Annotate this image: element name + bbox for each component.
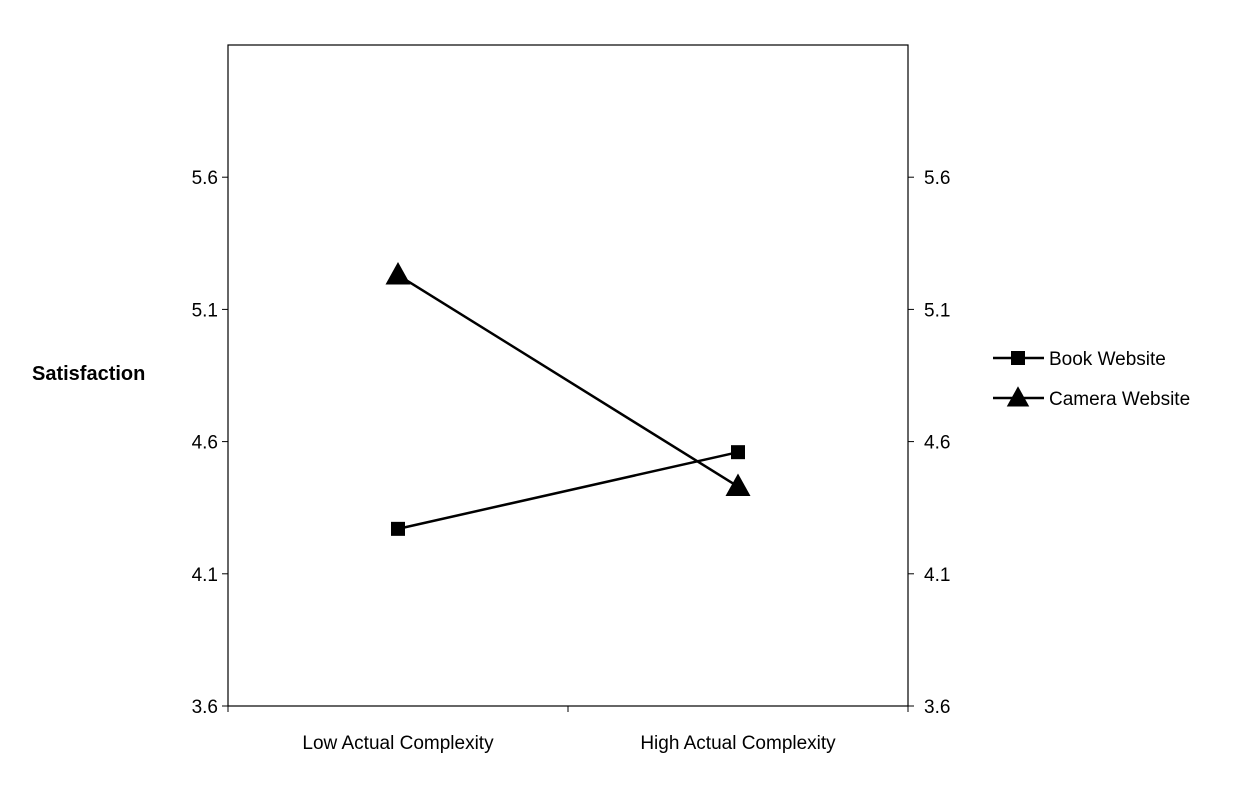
x-axis: Low Actual Complexity High Actual Complex… bbox=[227, 706, 909, 754]
y-tick-label: 4.6 bbox=[192, 433, 218, 454]
y-tick-label: 3.6 bbox=[192, 697, 218, 718]
series-layer bbox=[385, 262, 751, 536]
right-y-tick-label: 5.1 bbox=[924, 300, 950, 321]
series-camera-website bbox=[385, 262, 751, 496]
series-book-website bbox=[391, 445, 745, 536]
series-line bbox=[397, 450, 739, 531]
right-y-axis: 3.6 4.1 4.6 5.1 5.6 bbox=[908, 168, 950, 718]
right-y-tick-label: 5.6 bbox=[924, 168, 950, 189]
legend-marker bbox=[1006, 386, 1030, 407]
legend: Book Website Camera Website bbox=[993, 349, 1190, 410]
legend-marker bbox=[1011, 351, 1025, 365]
data-point bbox=[391, 521, 405, 536]
right-y-tick-label: 4.1 bbox=[924, 565, 950, 586]
y-tick-label: 5.1 bbox=[192, 300, 218, 321]
series-line bbox=[397, 273, 739, 488]
right-y-tick-label: 3.6 bbox=[924, 697, 950, 718]
legend-label: Camera Website bbox=[1049, 389, 1190, 410]
legend-label: Book Website bbox=[1049, 349, 1166, 370]
y-axis-label: Satisfaction bbox=[32, 363, 145, 385]
right-y-tick-label: 4.6 bbox=[924, 433, 950, 454]
y-tick-label: 4.1 bbox=[192, 565, 218, 586]
data-point bbox=[731, 445, 745, 460]
y-tick-label: 5.6 bbox=[192, 168, 218, 189]
data-point bbox=[385, 262, 411, 285]
data-point bbox=[725, 473, 751, 496]
x-tick-label: Low Actual Complexity bbox=[302, 733, 494, 754]
left-y-axis: 3.6 4.1 4.6 5.1 5.6 bbox=[192, 168, 228, 718]
plot-area-frame bbox=[227, 44, 909, 707]
x-tick-label: High Actual Complexity bbox=[640, 733, 836, 754]
